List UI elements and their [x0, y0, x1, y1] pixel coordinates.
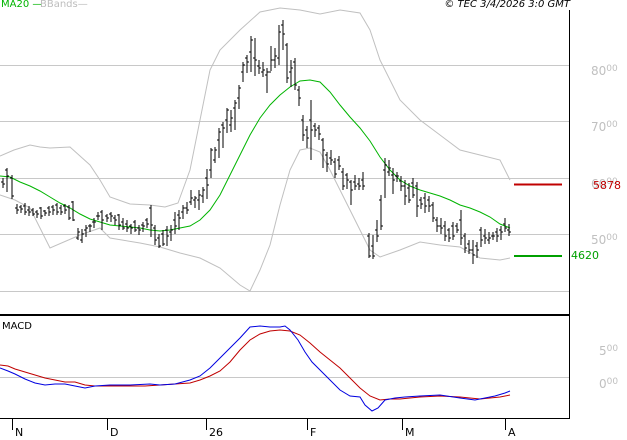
x-axis-ticks	[12, 419, 506, 430]
bollinger-bands	[0, 7, 511, 292]
y-axis-label-6000: 6000	[591, 177, 618, 191]
y-axis-label-8000: 8000	[591, 64, 618, 78]
macd-line	[0, 325, 511, 412]
macd-axis-label-0: 000	[599, 377, 619, 391]
resistance-marker-label: 5878	[593, 179, 621, 192]
x-axis-label-2026: 26	[209, 426, 223, 439]
copyright-text: © TEC 3/4/2026 3:0 GMT	[444, 0, 570, 10]
macd-signal-line	[0, 329, 511, 401]
ohlc-bars	[1, 20, 511, 264]
macd-axis-label-500: 500	[599, 344, 619, 358]
x-axis-label-mar: M	[405, 426, 415, 439]
legend-bbands-label: BBands	[40, 0, 78, 10]
support-marker-label: 4620	[571, 249, 599, 262]
legend-bbands-swatch-icon: —	[77, 0, 88, 10]
price-gridlines	[0, 65, 569, 292]
x-axis-label-feb: F	[310, 426, 317, 439]
x-axis-label-apr: A	[508, 426, 516, 439]
y-axis-label-7000: 7000	[591, 120, 618, 134]
legend-bbands: BBands—	[40, 0, 88, 10]
ma20-line	[0, 79, 511, 232]
x-axis-label-dec: D	[110, 426, 119, 439]
y-axis-label-5000: 5000	[591, 233, 618, 247]
legend-ma20-swatch-icon: —	[32, 0, 43, 10]
legend-ma20-label: MA20	[1, 0, 30, 10]
x-axis-label-nov: N	[15, 426, 24, 439]
bband-upper	[0, 7, 511, 208]
legend-ma20: MA20 —	[1, 0, 42, 10]
macd-panel-title: MACD	[2, 321, 32, 332]
bband-lower	[0, 147, 511, 292]
